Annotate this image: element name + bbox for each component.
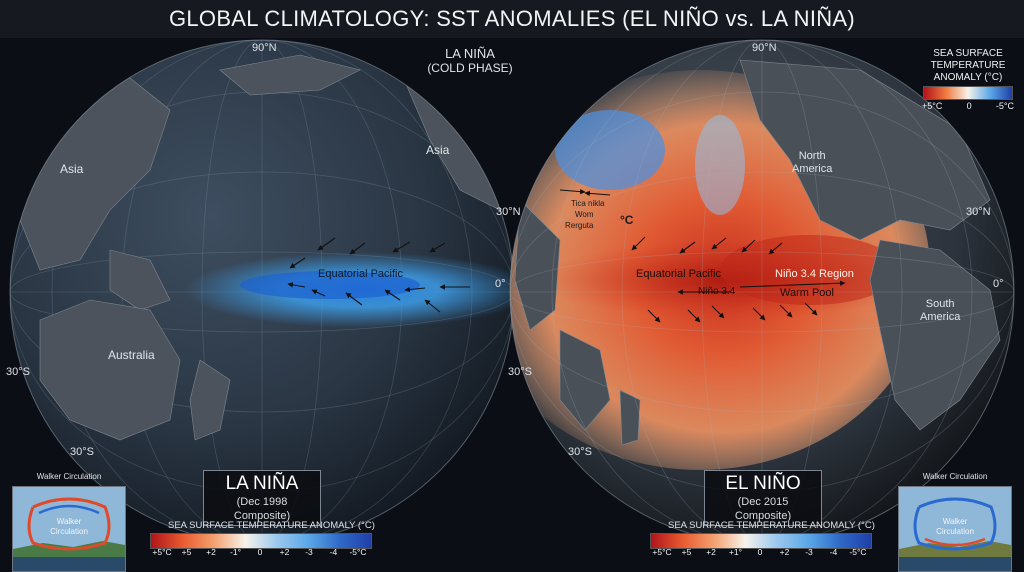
- el-nino-lat-30n: 30°N: [496, 206, 521, 218]
- la-nina-tick-7: -3: [305, 547, 313, 557]
- la-nina-lat-30s-bottom: 30°S: [70, 446, 94, 458]
- la-nina-tick-9: -5°C: [349, 547, 367, 557]
- el-nino-globe: [509, 39, 1015, 545]
- la-nina-tick-3: +2: [206, 547, 216, 557]
- top-legend-tick-3: -5°C: [995, 101, 1014, 111]
- el-nino-tick-9: -5°C: [849, 547, 867, 557]
- la-nina-label-australia: Australia: [108, 348, 155, 362]
- el-nino-card-date: (Dec 2015 Composite): [734, 496, 792, 522]
- la-nina-card-date: (Dec 1998 Composite): [233, 496, 291, 522]
- walker-inset-left: Walker Circulation Walker Circulation: [12, 472, 126, 572]
- la-nina-wind-arrows: [287, 237, 470, 313]
- la-nina-label-asia-right: Asia: [426, 143, 450, 157]
- la-nina-lat-30s-left: 30°S: [6, 366, 30, 378]
- el-nino-annotation: Tica nikla Wom Rerguta: [565, 198, 605, 231]
- el-nino-label-nino34-region: Niño 3.4 Region: [775, 268, 854, 280]
- walker-right-title: Walker Circulation: [922, 472, 988, 481]
- la-nina-globe: [9, 39, 515, 545]
- el-nino-label-north-america: North America: [792, 150, 833, 175]
- el-nino-tick-5: 0: [757, 547, 763, 557]
- top-legend-bar: [923, 86, 1013, 100]
- la-nina-card-name: LA NIÑA: [225, 473, 299, 494]
- el-nino-lat-30s: 30°S: [508, 366, 532, 378]
- top-legend-tick-2: 0: [966, 101, 972, 111]
- la-nina-tick-1: +5°C: [152, 547, 172, 557]
- el-nino-tick-8: -4: [829, 547, 838, 557]
- el-nino-tick-7: -3: [805, 547, 813, 557]
- la-nina-tick-5: 0: [257, 547, 263, 557]
- el-nino-card: EL NIÑO (Dec 2015 Composite): [704, 470, 822, 526]
- la-nina-land: [19, 54, 511, 441]
- el-nino-annotation-value: °C: [620, 213, 634, 227]
- el-nino-tick-1: +5°C: [652, 547, 672, 557]
- el-nino-annotation-line-1: Tica nikla: [571, 199, 605, 208]
- walker-left-diagram: [13, 487, 125, 571]
- la-nina-lat-90n: 90°N: [252, 42, 277, 54]
- el-nino-tick-4: +1°: [728, 547, 743, 557]
- el-nino-label-warm-pool: Warm Pool: [780, 287, 834, 299]
- la-nina-label-asia-left: Asia: [60, 162, 84, 176]
- walker-left-title: Walker Circulation: [36, 472, 102, 481]
- el-nino-label-south-america: South America: [920, 298, 961, 323]
- el-nino-legend-title: SEA SURFACE TEMPERATURE ANOMALY (°C): [668, 520, 875, 531]
- la-nina-tick-2: +5: [181, 547, 192, 557]
- el-nino-label-nino34: Niño 3.4: [698, 286, 736, 297]
- el-nino-tick-3: +2: [706, 547, 716, 557]
- walker-right-diagram: [899, 487, 1011, 571]
- el-nino-label-equatorial: Equatorial Pacific: [636, 268, 721, 280]
- el-nino-wind-arrows: [559, 188, 846, 323]
- la-nina-legend-bar: [150, 533, 372, 549]
- walker-right-label: Walker Circulation: [936, 517, 974, 536]
- el-nino-card-name: EL NIÑO: [725, 473, 801, 494]
- la-nina-legend-ticks: +5°C +5 +2 -1° 0 +2 -3 -4 -5°C: [150, 547, 370, 557]
- la-nina-tick-6: +2: [279, 547, 290, 557]
- la-nina-label-equatorial: Equatorial Pacific: [318, 268, 403, 280]
- top-legend-title-3: ANOMALY (°C): [933, 72, 1003, 83]
- el-nino-annotation-line-3: Rerguta: [565, 221, 594, 230]
- top-legend: SEA SURFACE TEMPERATURE ANOMALY (°C) +5°…: [920, 48, 1016, 111]
- el-nino-land: [514, 59, 1001, 446]
- el-nino-legend-ticks: +5°C +5 +2 +1° 0 +2 -3 -4 -5°C: [650, 547, 870, 557]
- el-nino-tick-6: +2: [779, 547, 790, 557]
- la-nina-legend-title: SEA SURFACE TEMPERATURE ANOMALY (°C): [168, 520, 375, 531]
- globes-scene: [9, 39, 1015, 545]
- el-nino-tick-2: +5: [681, 547, 692, 557]
- walker-left-label: Walker Circulation: [50, 517, 88, 536]
- la-nina-card: LA NIÑA (Dec 1998 Composite): [203, 470, 321, 526]
- top-legend-title-2: TEMPERATURE: [930, 60, 1006, 71]
- el-nino-legend-bar: [650, 533, 872, 549]
- el-nino-lat-0: 0°: [993, 278, 1004, 290]
- title-bar: GLOBAL CLIMATOLOGY: SST ANOMALIES (EL NI…: [0, 0, 1024, 38]
- page-title: GLOBAL CLIMATOLOGY: SST ANOMALIES (EL NI…: [168, 6, 856, 31]
- el-nino-lat-90n: 90°N: [752, 42, 777, 54]
- walker-inset-right: Walker Circulation Walker Circulation: [898, 472, 1012, 572]
- la-nina-phase-title: LA NIÑA (COLD PHASE): [425, 46, 515, 76]
- la-nina-phase-title-text: LA NIÑA: [445, 46, 495, 61]
- la-nina-lat-0: 0°: [495, 278, 506, 290]
- el-nino-lat-30n-right: 30°N: [966, 206, 991, 218]
- la-nina-tick-8: -4: [329, 547, 338, 557]
- la-nina-phase-subtitle: (COLD PHASE): [427, 61, 513, 75]
- el-nino-annotation-line-2: Wom: [575, 210, 594, 219]
- el-nino-lat-30s-bottom: 30°S: [568, 446, 592, 458]
- top-legend-tick-1: +5°C: [922, 101, 943, 111]
- el-nino-cold-patch: [555, 110, 665, 190]
- la-nina-tick-4: -1°: [230, 547, 241, 557]
- top-legend-title-1: SEA SURFACE: [933, 48, 1003, 59]
